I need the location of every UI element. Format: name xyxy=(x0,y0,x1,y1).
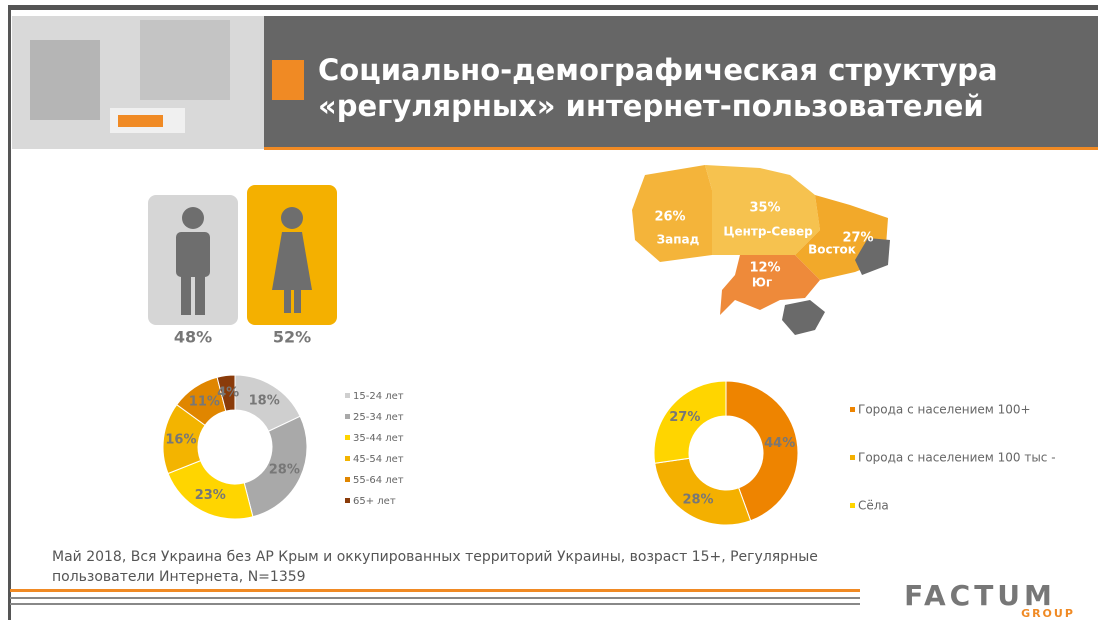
data-label: 18% xyxy=(249,393,280,408)
data-label: 28% xyxy=(269,463,300,478)
region-name: Восток xyxy=(808,243,856,257)
legend-label: 35-44 лет xyxy=(353,433,404,444)
legend-swatch xyxy=(345,456,350,461)
region-name: Центр-Север xyxy=(723,225,813,239)
legend-label: 65+ лет xyxy=(353,496,396,507)
slide: Социально-демографическая структура «рег… xyxy=(0,0,1098,623)
logo-sub: GROUP xyxy=(1021,607,1075,620)
region-name: Юг xyxy=(752,276,772,290)
region-value: 35% xyxy=(749,201,780,216)
header-square xyxy=(272,60,304,100)
data-label: 11% xyxy=(189,394,220,409)
photo-person xyxy=(140,20,230,100)
legend-label: 15-24 лет xyxy=(353,391,404,402)
gender-value: 52% xyxy=(273,328,311,347)
bottom-line xyxy=(10,597,860,599)
data-label: 44% xyxy=(764,436,795,451)
footnote: пользователи Интернета, N=1359 xyxy=(52,569,306,585)
legend-swatch xyxy=(345,477,350,482)
header-line xyxy=(264,147,1098,150)
data-label: 28% xyxy=(682,492,713,507)
legend-swatch xyxy=(345,435,350,440)
legend-swatch xyxy=(850,455,855,460)
photo-tablet-screen xyxy=(118,115,163,127)
data-label: 16% xyxy=(165,433,196,448)
data-label: 27% xyxy=(669,410,700,425)
legend-label: 45-54 лет xyxy=(353,454,404,465)
footnote: Май 2018, Вся Украина без АР Крым и окку… xyxy=(52,549,818,565)
legend-swatch xyxy=(345,498,350,503)
region-value: 26% xyxy=(654,210,685,225)
gender-value: 48% xyxy=(174,328,212,347)
legend-label: Города с населением 100+ xyxy=(858,403,1031,417)
bottom-line xyxy=(10,603,860,605)
legend-swatch xyxy=(345,393,350,398)
photo-person xyxy=(30,40,100,120)
title-line: «регулярных» интернет-пользователей xyxy=(318,89,984,123)
title-line: Социально-демографическая структура xyxy=(318,53,998,87)
legend-label: 25-34 лет xyxy=(353,412,404,423)
left-border xyxy=(8,5,11,620)
data-label: 4% xyxy=(217,385,239,400)
region-value: 12% xyxy=(749,261,780,276)
legend-swatch xyxy=(850,503,855,508)
legend-swatch xyxy=(345,414,350,419)
data-label: 23% xyxy=(195,488,226,503)
top-border xyxy=(8,5,1098,10)
bottom-line xyxy=(10,589,860,592)
region-name: Запад xyxy=(657,233,700,247)
legend-label: Сёла xyxy=(858,499,889,513)
legend-label: Города с населением 100 тыс - xyxy=(858,451,1056,465)
legend-swatch xyxy=(850,407,855,412)
legend-label: 55-64 лет xyxy=(353,475,404,486)
